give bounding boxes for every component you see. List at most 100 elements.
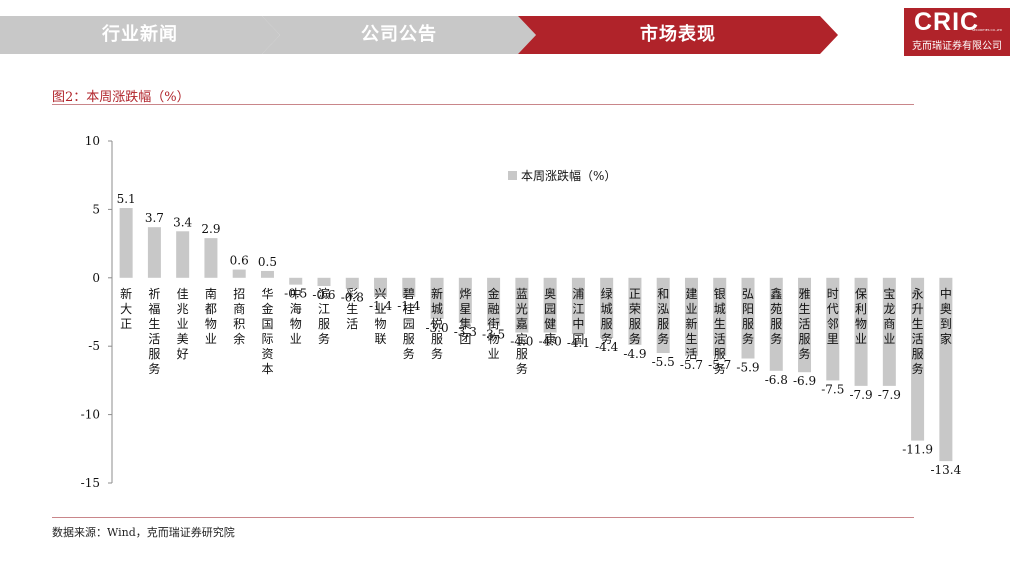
bar xyxy=(317,277,331,287)
bar xyxy=(402,277,416,297)
data-label: 3.7 xyxy=(145,211,164,225)
category-label: 新城悦服务 xyxy=(431,286,443,361)
category-label: 弘阳服务 xyxy=(742,287,754,346)
data-label: -0.5 xyxy=(284,287,307,301)
logo-subtext: SECURITIES CO.,LTD xyxy=(972,28,1003,32)
top-navigation: 行业新闻 公司公告 市场表现 CRIC SECURITIES CO.,LTD 克… xyxy=(0,0,1024,68)
data-label: 0.6 xyxy=(230,254,249,268)
category-label: 绿城服务 xyxy=(601,286,613,346)
data-label: -7.5 xyxy=(821,382,844,396)
category-label: 兴业物联 xyxy=(375,287,387,346)
data-label: -5.7 xyxy=(708,358,731,372)
bar xyxy=(176,231,190,278)
data-label: -11.9 xyxy=(902,443,933,457)
bar xyxy=(798,277,812,373)
data-source: 数据来源：Wind，克而瑞证券研究院 xyxy=(52,526,235,539)
category-label: 招商积余 xyxy=(233,287,245,346)
data-label: -7.9 xyxy=(849,388,872,402)
bar xyxy=(430,277,444,319)
data-label: -3.3 xyxy=(454,325,477,339)
category-label: 新大正 xyxy=(120,286,132,331)
data-label: -5.5 xyxy=(652,355,675,369)
y-tick-label: -5 xyxy=(88,339,100,353)
category-label: 雅生活服务 xyxy=(799,286,811,361)
data-label: 2.9 xyxy=(201,222,220,236)
category-label: 华金国际资本 xyxy=(261,287,273,376)
data-label: -3.5 xyxy=(482,328,505,342)
company-logo: CRIC SECURITIES CO.,LTD 克而瑞证券有限公司 xyxy=(904,8,1010,56)
category-label: 正荣服务 xyxy=(629,287,641,346)
bar xyxy=(204,238,218,278)
bar xyxy=(600,277,614,338)
data-label: -3.0 xyxy=(425,321,448,335)
bar xyxy=(656,277,670,354)
category-label: 宝龙商业 xyxy=(883,287,895,346)
tab-company-announcements[interactable]: 公司公告 xyxy=(262,16,536,54)
bar xyxy=(147,227,161,278)
category-label: 彩生活 xyxy=(346,287,358,331)
data-label: -5.7 xyxy=(680,358,703,372)
category-label: 烨星集团 xyxy=(459,287,471,346)
y-tick-label: 10 xyxy=(85,134,100,148)
bar xyxy=(713,277,727,356)
data-label: -4.1 xyxy=(567,336,590,350)
category-label: 永升生活服务 xyxy=(912,287,924,376)
category-label: 时代邻里 xyxy=(827,287,839,346)
legend-label: 本周涨跌幅（%） xyxy=(521,168,616,183)
category-label: 中海物业 xyxy=(290,286,302,346)
title-divider xyxy=(52,104,914,105)
bar xyxy=(911,277,925,441)
bar xyxy=(854,277,868,386)
bar xyxy=(543,277,557,333)
data-label: -5.9 xyxy=(736,361,759,375)
bar xyxy=(119,208,133,278)
tab-industry-news-label: 行业新闻 xyxy=(102,24,178,45)
bar xyxy=(684,277,698,356)
data-label: -0.6 xyxy=(312,288,335,302)
data-label: 5.1 xyxy=(117,192,136,206)
data-label: 3.4 xyxy=(173,215,192,229)
source-divider xyxy=(52,517,914,518)
tab-market-performance-label: 市场表现 xyxy=(640,24,716,45)
figure-title: 图2：本周涨跌幅（%） xyxy=(52,90,190,105)
bar xyxy=(458,277,472,323)
data-label: -13.4 xyxy=(930,463,961,477)
data-label: -7.9 xyxy=(878,388,901,402)
bar xyxy=(515,277,529,333)
y-tick-label: -10 xyxy=(81,408,100,422)
category-label: 保利物业 xyxy=(855,287,867,346)
y-tick-label: 0 xyxy=(92,271,100,285)
category-label: 南都物业 xyxy=(205,286,217,346)
legend-swatch xyxy=(508,171,517,180)
data-label: -1.4 xyxy=(369,299,393,313)
bar xyxy=(628,277,642,345)
category-label: 金融街物业 xyxy=(488,286,500,361)
category-label: 碧桂园服务 xyxy=(403,287,415,361)
tab-industry-news[interactable]: 行业新闻 xyxy=(0,16,280,54)
tab-company-announcements-shape xyxy=(262,16,536,54)
tab-market-performance-shape xyxy=(518,16,838,54)
bar xyxy=(289,277,303,285)
logo-company-name: 克而瑞证券有限公司 xyxy=(912,41,1002,52)
data-label: -4.0 xyxy=(510,335,533,349)
data-label: -6.9 xyxy=(793,374,816,388)
bar xyxy=(374,277,388,297)
category-label: 祈福生活服务 xyxy=(148,287,160,376)
category-label: 蓝光嘉宝服务 xyxy=(516,287,528,376)
category-label: 银城生活服务 xyxy=(714,287,726,376)
data-label: 0.5 xyxy=(258,255,277,269)
bar xyxy=(882,277,896,386)
category-label: 佳兆业美好 xyxy=(177,287,189,361)
bar xyxy=(260,270,274,278)
bar xyxy=(826,277,840,381)
tab-company-announcements-label: 公司公告 xyxy=(361,24,437,45)
bar xyxy=(769,277,783,371)
data-label: -1.4 xyxy=(397,299,421,313)
tab-market-performance[interactable]: 市场表现 xyxy=(518,16,838,54)
category-label: 建业新生活 xyxy=(685,287,697,361)
category-label: 浦江中国 xyxy=(572,287,584,346)
category-label: 鑫苑服务 xyxy=(770,286,782,346)
bar xyxy=(345,277,359,289)
bar xyxy=(487,277,501,326)
